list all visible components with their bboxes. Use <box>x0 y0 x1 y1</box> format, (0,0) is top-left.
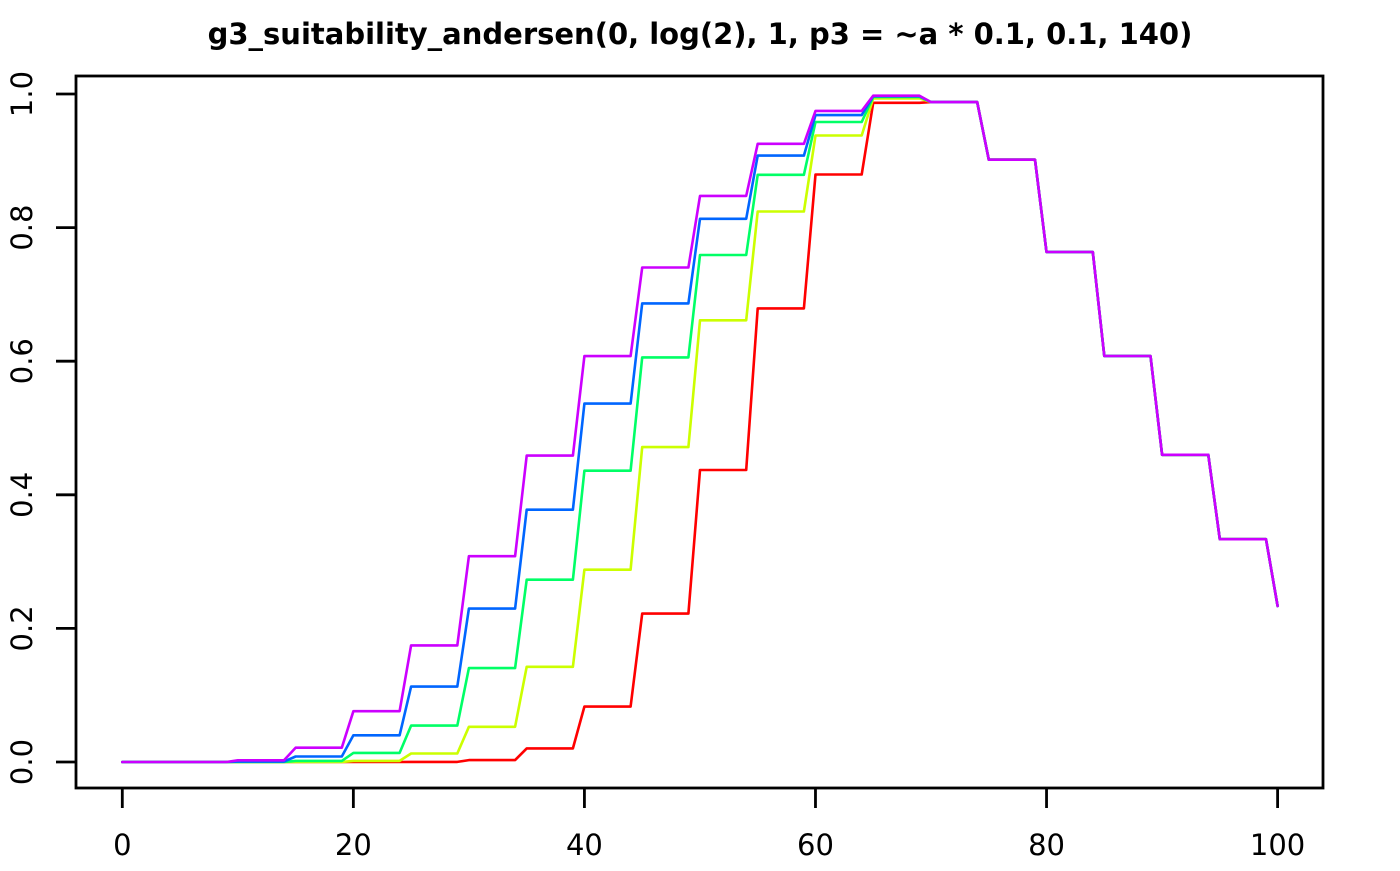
x-tick-label: 60 <box>797 828 834 862</box>
series-line-magenta <box>121 94 1279 764</box>
x-tick-label: 40 <box>566 828 603 862</box>
y-tick-label: 0.4 <box>5 472 39 518</box>
y-tick-label: 0.6 <box>5 338 39 384</box>
axes-layer: 0 20 40 60 80 100 0.0 0.2 0.4 0.6 0.8 1.0 <box>5 71 1325 862</box>
chart-title: g3_suitability_andersen(0, log(2), 1, p3… <box>208 17 1193 51</box>
y-tick-label: 1.0 <box>5 71 39 117</box>
x-tick-label: 20 <box>335 828 372 862</box>
x-tick-label: 100 <box>1250 828 1305 862</box>
y-tick-label: 0.2 <box>5 605 39 651</box>
series-layer <box>121 94 1279 764</box>
x-tick-label: 80 <box>1028 828 1065 862</box>
y-tick-label: 0.8 <box>5 205 39 251</box>
x-tick-label: 0 <box>113 828 131 862</box>
plot-box <box>74 74 1325 790</box>
y-tick-label: 0.0 <box>5 739 39 785</box>
